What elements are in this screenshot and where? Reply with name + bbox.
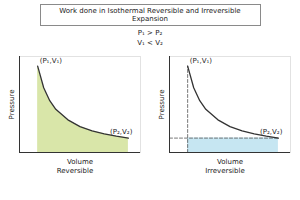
html-text:V₁ < V₂: V₁ < V₂ (137, 39, 163, 47)
html-text:P₁ > P₂: P₁ > P₂ (137, 29, 163, 37)
svg-text:(P₂,V₂): (P₂,V₂) (260, 128, 283, 136)
svg-text:(P₁,V₁): (P₁,V₁) (189, 57, 212, 65)
svg-text:Volume: Volume (66, 158, 92, 166)
svg-text:Volume: Volume (216, 158, 242, 166)
svg-text:(P₂,V₂): (P₂,V₂) (110, 128, 133, 136)
html-text:Irreversible: Irreversible (205, 167, 245, 175)
svg-text:Pressure: Pressure (8, 90, 16, 120)
html-text:Reversible: Reversible (56, 167, 94, 175)
svg-text:Pressure: Pressure (158, 90, 166, 120)
svg-text:(P₁,V₁): (P₁,V₁) (39, 57, 62, 65)
html-text:Work done in Isothermal Revers: Work done in Isothermal Reversible and I… (59, 7, 241, 23)
